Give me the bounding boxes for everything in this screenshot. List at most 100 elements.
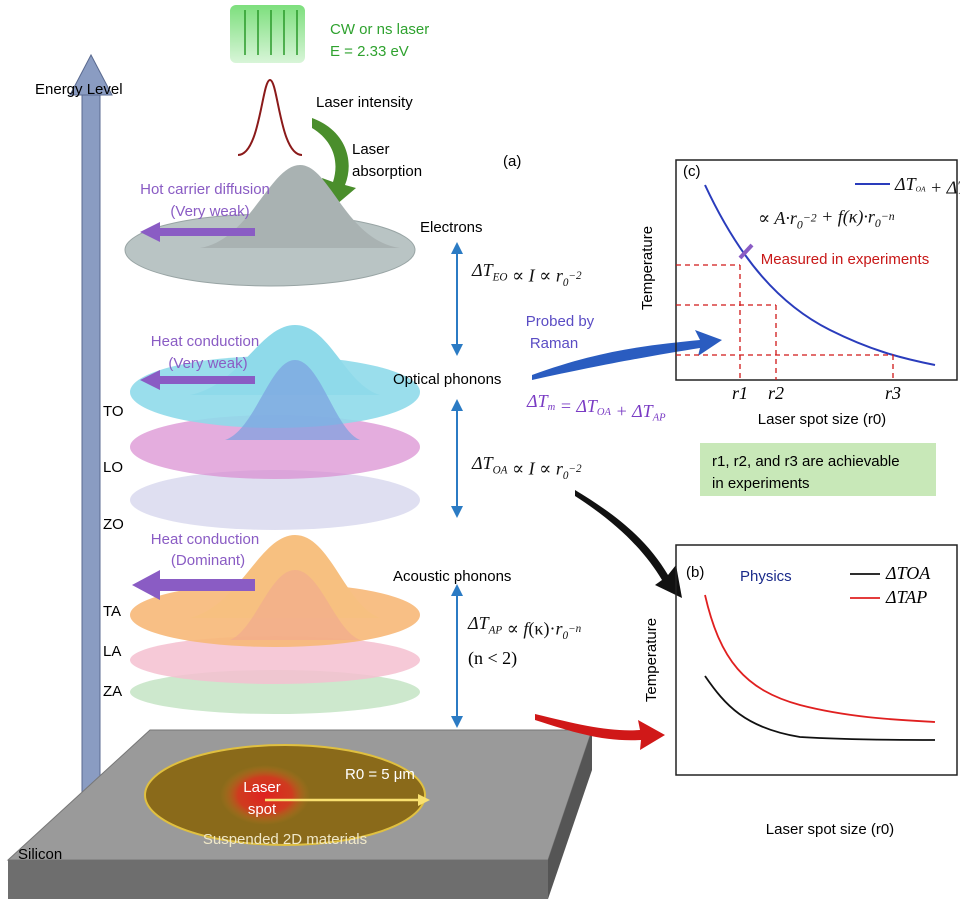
za-disk	[130, 670, 420, 714]
equation-part: ΔT	[471, 453, 495, 473]
equation-part: ∝ A·r	[758, 208, 798, 228]
level-title: Optical phonons	[393, 371, 501, 388]
equation-part: 0	[563, 276, 569, 288]
transport-label: Heat conduction	[151, 531, 259, 548]
transport-label: Hot carrier diffusion	[140, 181, 270, 198]
transport-label: (Very weak)	[168, 355, 247, 372]
panel-label: (c)	[683, 163, 701, 180]
ap-arrow	[535, 714, 665, 750]
physics-arrow	[575, 490, 682, 598]
equation-part: 0	[875, 217, 881, 230]
panel-label: (a)	[503, 153, 521, 170]
equation-part: r	[555, 619, 563, 639]
laser-beam	[230, 5, 305, 63]
formula: ∝ A·r0−2 + f(κ)·r0−n	[758, 207, 895, 232]
absorption-label: absorption	[352, 163, 422, 180]
intensity-label: Laser intensity	[316, 94, 413, 111]
equation: ΔTm = ΔTOA + ΔTAP	[526, 391, 666, 424]
equation-part: AP	[488, 624, 503, 636]
equation-part: 0	[797, 218, 803, 231]
y-axis-label: Temperature	[643, 618, 660, 702]
equation-part: EO	[492, 271, 508, 283]
equation-part: OA	[597, 408, 612, 419]
substrate-label: Silicon	[18, 846, 62, 863]
annotation: Measured in experiments	[761, 251, 929, 268]
x-axis-label: Laser spot size (r0)	[766, 821, 894, 838]
electron-peak	[200, 165, 400, 248]
absorption-arrow	[312, 118, 356, 210]
raman-label: Probed by	[526, 313, 595, 330]
mode-label: LA	[103, 643, 121, 660]
equation-part: AP	[652, 413, 666, 424]
equation-part: ∝	[507, 266, 528, 286]
equation: ΔTOA ∝ I ∝ r0−2	[471, 453, 582, 481]
mode-label: ZO	[103, 516, 124, 533]
equation-part: ΔT	[526, 391, 550, 411]
equation: ΔTAP ∝ f(κ)·r0−n	[467, 613, 582, 641]
gaussian	[237, 78, 303, 156]
equation-part: −2	[803, 211, 817, 224]
mode-label: TA	[103, 603, 121, 620]
transport-arrows	[132, 222, 255, 600]
equation-part: ∝	[507, 459, 528, 479]
equation-part: ∝	[502, 619, 523, 639]
equation-part: ΔT	[894, 174, 918, 194]
spot-label: Laser	[243, 779, 281, 796]
equation-part: = ΔT	[555, 396, 599, 416]
level-title: Electrons	[420, 219, 483, 236]
x-axis-label: Laser spot size (r0)	[758, 411, 886, 428]
transport-label: (Dominant)	[171, 552, 245, 569]
equation-part: (κ)·	[528, 619, 555, 640]
panel-label: (b)	[686, 564, 704, 581]
note-box	[700, 443, 936, 496]
lo-peak	[225, 360, 360, 440]
equation-part: I	[528, 459, 536, 479]
x-mark: r3	[885, 383, 901, 403]
mode-label: LO	[103, 459, 123, 476]
panel-b	[675, 544, 958, 776]
equation-part: r	[556, 266, 564, 286]
equation-part: ∝	[535, 266, 556, 286]
zo-disk	[130, 470, 420, 530]
equation-part: m	[548, 403, 556, 414]
x-mark: r2	[768, 383, 784, 403]
legend-label: ΔTAP	[885, 587, 927, 607]
equation: ΔTEO ∝ I ∝ r0−2	[471, 260, 582, 288]
note: in experiments	[712, 475, 810, 492]
la-disk	[130, 636, 420, 684]
radius-label: R0 = 5 μm	[345, 766, 415, 783]
silicon-slab	[6, 729, 593, 899]
equation-part: OA	[493, 464, 508, 476]
spot-label: spot	[248, 801, 277, 818]
note: r1, r2, and r3 are achievable	[712, 453, 900, 470]
equation-part: + f(κ)·r	[817, 207, 876, 228]
legend-label: ΔTOA + ΔTAP	[894, 174, 960, 198]
equation-part: f	[523, 619, 531, 639]
la-peak	[230, 570, 360, 640]
level-title: Acoustic phonons	[393, 568, 511, 585]
panel-title: Physics	[740, 568, 792, 585]
equation-part: I	[528, 266, 536, 286]
panel-c	[675, 159, 958, 381]
equation-part: 0	[563, 469, 569, 481]
laser-name: CW or ns laser	[330, 21, 429, 38]
equation-part: ∝	[535, 459, 556, 479]
equation-part: 0	[563, 629, 569, 641]
equation-part: −n	[568, 623, 582, 635]
x-mark: r1	[732, 383, 748, 403]
mode-label: TO	[103, 403, 124, 420]
mode-label: ZA	[103, 683, 122, 700]
raman-label: Raman	[530, 335, 578, 352]
equation-part: OA	[916, 184, 926, 193]
equation-part: −2	[568, 463, 582, 475]
material-label: Suspended 2D materials	[203, 831, 367, 848]
absorption-label: Laser	[352, 141, 390, 158]
energy-arrow	[69, 53, 113, 803]
transport-label: (Very weak)	[170, 203, 249, 220]
laser-energy: E = 2.33 eV	[330, 43, 409, 60]
equation-part: + ΔT	[926, 178, 960, 198]
equation-part: ΔT	[467, 613, 491, 633]
equation-part: r	[556, 459, 564, 479]
equation-part: −n	[881, 210, 895, 223]
